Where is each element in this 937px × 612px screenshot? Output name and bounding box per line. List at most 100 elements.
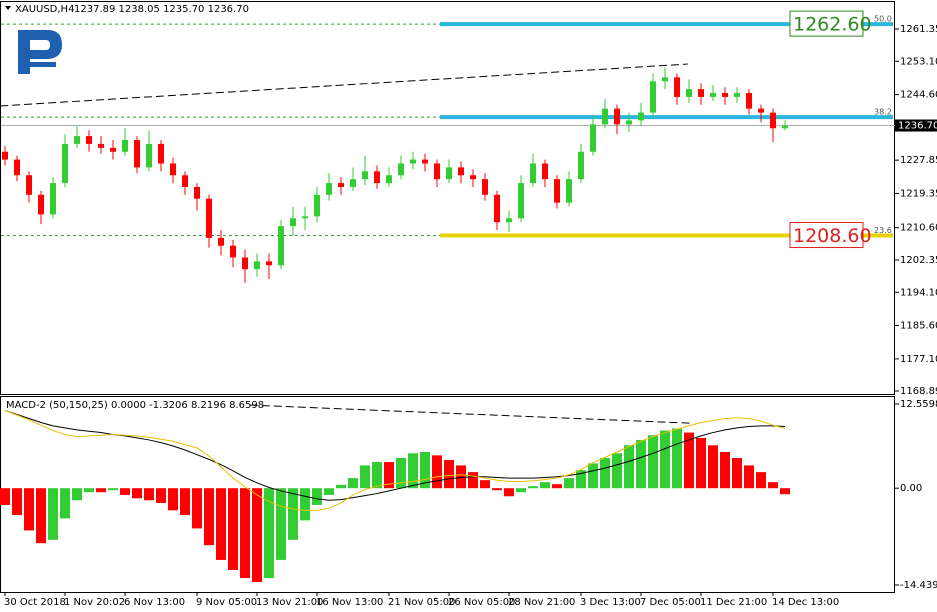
histogram-bar <box>96 488 106 493</box>
candle-body <box>770 112 776 129</box>
histogram-bar <box>360 465 370 489</box>
histogram-bar <box>348 478 358 489</box>
symbol: XAUUSD,H4 <box>15 4 74 15</box>
histogram-bar <box>228 488 238 570</box>
price-box-label: 1262.60 <box>793 14 872 36</box>
last-price-box <box>895 119 937 132</box>
fib-level-label: 38.2 <box>874 108 892 117</box>
price-box <box>789 10 864 37</box>
x-tick-label: 11 Dec 21:00 <box>700 597 767 608</box>
fib-level-label: 50.0 <box>874 15 892 24</box>
candle-body <box>422 159 428 164</box>
x-tick-label: 13 Nov 21:00 <box>256 597 323 608</box>
histogram-bar <box>48 488 58 540</box>
candle-body <box>518 183 524 219</box>
histogram-bar <box>120 488 130 495</box>
histogram-bar <box>624 445 634 489</box>
candle-body <box>146 143 152 168</box>
histogram-bar <box>600 458 610 489</box>
candle-body <box>758 108 764 113</box>
x-tick-label: 7 Dec 05:00 <box>640 597 701 608</box>
histogram-bar <box>456 465 466 489</box>
candle-body <box>218 237 224 246</box>
candle-body <box>650 81 656 113</box>
x-tick-label: 30 Oct 2018 <box>4 597 66 608</box>
y-tick-label: 1210.60 <box>900 223 937 234</box>
histogram-bar <box>168 488 178 511</box>
histogram-bar <box>768 482 778 489</box>
histogram-bar <box>648 435 658 489</box>
histogram-bar <box>60 488 70 519</box>
candle-body <box>50 183 56 215</box>
histogram-bar <box>684 432 694 489</box>
y-tick-label: 1202.35 <box>900 255 937 266</box>
candle-body <box>734 93 740 97</box>
candle-body <box>674 77 680 97</box>
price-frame <box>0 1 895 395</box>
histogram-bar <box>240 488 250 579</box>
candle-body <box>350 179 356 187</box>
histogram-bar <box>288 488 298 540</box>
candle-body <box>110 147 116 152</box>
histogram-bar <box>492 488 502 491</box>
candle-body <box>170 163 176 176</box>
x-tick-label: 28 Nov 21:00 <box>508 597 575 608</box>
candle-body <box>2 151 8 160</box>
candle-body <box>194 186 200 199</box>
macd-line <box>4 409 786 511</box>
candle-body <box>410 159 416 164</box>
candle-body <box>362 171 368 180</box>
trend-line <box>249 404 691 424</box>
histogram-bar <box>336 484 346 489</box>
y-tick-label: 0.00 <box>900 483 922 494</box>
price-box <box>789 222 864 249</box>
candle-body <box>206 198 212 238</box>
candle-body <box>506 218 512 223</box>
candle-body <box>746 93 752 109</box>
histogram-bar <box>516 488 526 493</box>
fib-level-label: 23.6 <box>874 226 892 235</box>
y-tick-label: 1244.60 <box>900 90 937 101</box>
candle-body <box>698 89 704 97</box>
histogram-bar <box>24 488 34 531</box>
candle-body <box>254 261 260 270</box>
histogram-bar <box>408 453 418 489</box>
histogram-bar <box>576 470 586 489</box>
histogram-bar <box>312 488 322 505</box>
candle-body <box>314 194 320 217</box>
logo <box>18 30 62 74</box>
histogram-bar <box>504 488 514 497</box>
histogram-bar <box>420 451 430 489</box>
price-box-label: 1208.60 <box>793 225 872 247</box>
candle-body <box>782 125 788 129</box>
histogram-bar <box>564 478 574 489</box>
x-tick-label: 26 Nov 05:00 <box>448 597 515 608</box>
histogram-bar <box>0 488 10 505</box>
macd-line <box>4 409 786 501</box>
histogram-bar <box>252 488 262 583</box>
candle-body <box>26 175 32 195</box>
histogram-bar <box>588 463 598 489</box>
candle-body <box>458 167 464 176</box>
candle-body <box>86 136 92 144</box>
candle-body <box>638 112 644 121</box>
candle-body <box>14 159 20 176</box>
candle-body <box>290 218 296 227</box>
candle-body <box>266 261 272 266</box>
y-tick-label: 1261.35 <box>900 24 937 35</box>
histogram-bar <box>480 480 490 489</box>
candle-body <box>434 163 440 180</box>
candle-body <box>566 179 572 203</box>
histogram-bar <box>780 488 790 495</box>
candle-body <box>590 124 596 152</box>
candle-body <box>482 179 488 195</box>
histogram-bar <box>384 462 394 489</box>
candle-body <box>530 163 536 184</box>
candle-body <box>722 93 728 97</box>
y-tick-label: 1177.10 <box>900 354 937 365</box>
candle-body <box>578 151 584 180</box>
histogram-bar <box>552 484 562 489</box>
histogram-bar <box>468 472 478 489</box>
candle-body <box>386 175 392 184</box>
